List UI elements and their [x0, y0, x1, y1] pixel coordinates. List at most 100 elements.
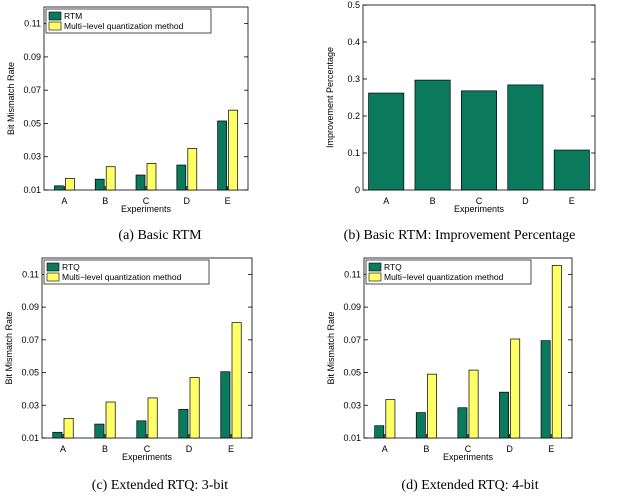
legend-label-a-1: Multi−level quantization method [64, 21, 184, 31]
y-tick-label-c-0: 0.01 [21, 433, 39, 443]
y-tick-label-a-4: 0.09 [23, 52, 41, 62]
y-axis-label-b: Improvement Percentage [325, 47, 335, 148]
y-tick-label-c-5: 0.11 [22, 269, 39, 279]
bar-c-s1-E [231, 322, 242, 439]
x-tick-label-c-3: D [186, 444, 193, 454]
legend-label-a-0: RTM [64, 11, 82, 21]
y-axis-label-a: Bit Mismatch Rate [6, 62, 16, 135]
x-tick-label-c-1: B [102, 444, 108, 454]
chart-panel-c: 0.01 0.03 0.05 0.07 0.09 0.11 A B C D E Experiments… [4, 257, 253, 462]
legend-swatch-d-1 [368, 272, 382, 282]
x-tick-label-d-2: C [465, 444, 472, 454]
bar-b-s0-D [507, 84, 544, 191]
y-tick-label-a-0: 0.01 [23, 185, 41, 195]
x-tick-label-d-4: E [548, 444, 554, 454]
chart-panel-b: 0 0.1 0.2 0.3 0.4 0.5 A B C D E Experiments Improvem… [325, 0, 596, 214]
legend-swatch-c-0 [46, 262, 60, 272]
y-tick-label-b-5: 0.5 [347, 0, 360, 10]
bar-d-s0-E [540, 340, 551, 439]
y-tick-label-b-2: 0.2 [347, 111, 360, 121]
bar-c-s0-C [136, 420, 147, 439]
x-tick-label-c-2: C [144, 444, 151, 454]
x-tick-label-b-2: C [476, 196, 483, 206]
bar-d-s0-D [499, 391, 509, 439]
x-tick-label-a-2: C [143, 196, 150, 206]
x-tick-label-d-3: D [506, 444, 513, 454]
bar-d-s0-B [415, 412, 426, 439]
legend-box-d [365, 259, 532, 285]
x-axis-label-b: Experiments [454, 204, 505, 214]
y-tick-label-d-1: 0.03 [343, 400, 361, 410]
bar-b-s0-C [461, 90, 497, 191]
x-tick-label-d-0: A [382, 444, 388, 454]
x-axis-label-c: Experiments [122, 452, 173, 462]
chart-panel-d: 0.01 0.03 0.05 0.07 0.09 0.11 A B C D E Experiments… [326, 257, 573, 462]
y-tick-label-c-1: 0.03 [21, 400, 39, 410]
bar-a-s1-D [187, 148, 198, 191]
y-tick-label-a-2: 0.05 [23, 118, 41, 128]
x-tick-label-a-3: D [184, 196, 191, 206]
x-tick-label-a-0: A [61, 196, 67, 206]
bar-a-s0-C [135, 174, 146, 191]
y-tick-label-d-0: 0.01 [343, 433, 361, 443]
bar-c-s1-C [147, 397, 158, 439]
legend-box-a [45, 8, 212, 34]
y-tick-label-c-4: 0.09 [21, 302, 39, 312]
bar-d-s1-B [427, 373, 437, 439]
bar-a-s1-B [105, 166, 116, 191]
bar-c-s1-B [105, 401, 116, 439]
x-axis-label-a: Experiments [121, 204, 172, 214]
x-tick-label-c-4: E [228, 444, 234, 454]
bar-a-s0-E [217, 120, 227, 191]
legend-swatch-a-0 [48, 11, 62, 21]
x-tick-label-b-4: E [569, 196, 575, 206]
legend-label-c-0: RTQ [62, 262, 80, 272]
y-tick-label-d-2: 0.05 [343, 368, 361, 378]
bar-c-s0-D [178, 409, 189, 439]
y-tick-label-b-0: 0 [355, 185, 360, 195]
caption-a: (a) Basic RTM [118, 228, 202, 243]
caption-b: (b) Basic RTM: Improvement Percentage [343, 228, 576, 243]
legend-label-d-0: RTQ [384, 262, 402, 272]
bar-a-s1-C [146, 163, 157, 191]
bar-a-s1-A [65, 178, 75, 191]
bar-d-s1-D [510, 338, 521, 439]
legend-box-c [43, 259, 210, 285]
y-tick-label-a-1: 0.03 [23, 152, 41, 162]
bar-c-s1-D [189, 377, 200, 439]
legend-swatch-c-1 [46, 272, 60, 282]
y-tick-label-b-4: 0.4 [347, 37, 360, 47]
bar-a-s1-E [228, 109, 238, 191]
x-tick-label-a-4: E [225, 196, 231, 206]
x-tick-label-b-0: A [383, 196, 389, 206]
bar-d-s1-A [385, 399, 396, 439]
x-tick-label-b-1: B [430, 196, 436, 206]
bar-c-s0-A [52, 431, 63, 439]
bar-b-s0-A [368, 92, 405, 191]
y-tick-label-b-1: 0.1 [347, 148, 360, 158]
y-tick-label-c-3: 0.07 [21, 335, 39, 345]
bar-d-s1-C [468, 369, 479, 439]
y-tick-label-d-3: 0.07 [343, 335, 361, 345]
chart-panel-a: 0.01 0.03 0.05 0.07 0.09 0.11 A B C D E Experiments… [6, 6, 249, 214]
caption-d: (d) Extended RTQ: 4-bit [401, 478, 539, 493]
y-axis-label-c: Bit Mismatch Rate [4, 311, 14, 384]
y-tick-label-a-5: 0.11 [24, 19, 41, 29]
bar-d-s1-E [551, 265, 562, 439]
x-tick-label-d-1: B [423, 444, 429, 454]
bar-d-s0-C [457, 407, 468, 439]
bar-a-s0-D [176, 164, 187, 191]
x-axis-label-d: Experiments [443, 452, 494, 462]
bar-c-s0-B [94, 423, 105, 439]
bar-a-s0-A [54, 185, 64, 191]
bar-c-s0-E [220, 371, 231, 439]
bar-c-s1-A [63, 418, 74, 439]
y-tick-label-d-5: 0.11 [344, 269, 361, 279]
legend-swatch-d-0 [368, 262, 382, 272]
y-tick-label-b-3: 0.3 [347, 74, 360, 84]
legend-swatch-a-1 [48, 21, 62, 31]
y-tick-label-c-2: 0.05 [21, 368, 39, 378]
bar-a-s0-B [94, 178, 105, 191]
legend-label-c-1: Multi−level quantization method [62, 272, 182, 282]
